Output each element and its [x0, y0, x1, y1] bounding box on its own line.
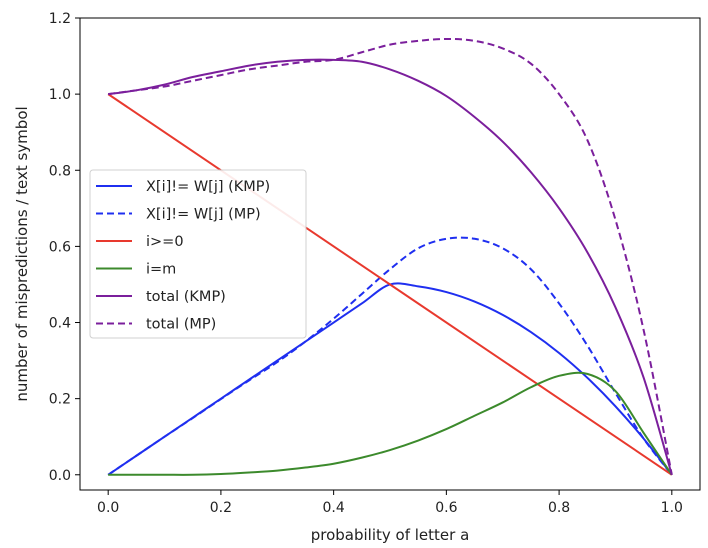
x-tick-label: 0.2: [210, 500, 232, 516]
legend-label: i=m: [146, 262, 176, 278]
series-lines: [107, 37, 673, 476]
y-tick-label: 1.2: [49, 11, 71, 27]
y-axis-ticks: 0.0 0.2 0.4 0.6 0.8 1.0 1.2: [49, 11, 80, 484]
y-tick-label: 0.0: [49, 468, 71, 484]
y-tick-label: 0.2: [49, 392, 71, 408]
y-tick-label: 0.4: [49, 316, 71, 332]
legend-label: total (KMP): [146, 289, 226, 305]
series-line-2: [107, 93, 673, 476]
x-tick-label: 0.4: [323, 500, 345, 516]
x-tick-label: 1.0: [661, 500, 683, 516]
x-tick-label: 0.8: [548, 500, 570, 516]
series-line-3: [108, 371, 673, 476]
y-axis-label: number of mispredictions / text symbol: [13, 106, 31, 401]
x-tick-label: 0.6: [435, 500, 457, 516]
x-axis-label: probability of letter a: [311, 526, 470, 544]
legend-label: i>=0: [146, 234, 184, 250]
series-line-4: [108, 58, 673, 476]
y-tick-label: 0.6: [49, 239, 71, 255]
x-axis-ticks: 0.0 0.2 0.4 0.6 0.8 1.0: [97, 490, 683, 516]
legend: X[i]!= W[j] (KMP) X[i]!= W[j] (MP) i>=0 i=m…: [89, 169, 307, 339]
y-tick-label: 0.8: [49, 163, 71, 179]
legend-label: X[i]!= W[j] (MP): [146, 207, 261, 223]
legend-box: [89, 169, 307, 339]
x-tick-label: 0.0: [97, 500, 119, 516]
legend-label: X[i]!= W[j] (KMP): [146, 179, 270, 195]
y-tick-label: 1.0: [49, 87, 71, 103]
series-line-1: [107, 236, 673, 476]
series-line-5: [108, 37, 673, 475]
legend-label: total (MP): [146, 317, 216, 333]
